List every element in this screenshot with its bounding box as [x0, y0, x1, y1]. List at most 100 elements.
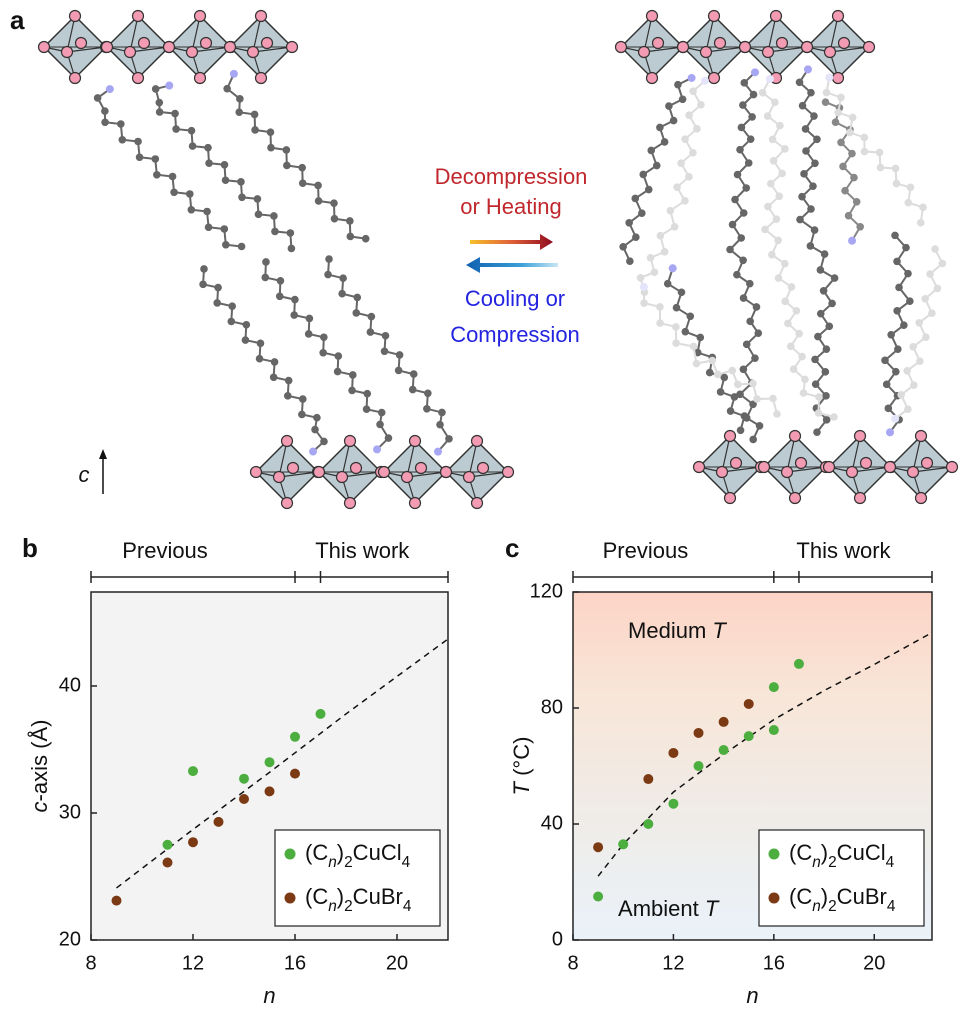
- text-part: 4: [887, 898, 896, 915]
- text-part: u: [853, 840, 865, 865]
- data-point: [693, 761, 704, 771]
- atom: [883, 460, 897, 474]
- nitrogen: [105, 85, 114, 94]
- carbon: [746, 279, 754, 288]
- alkyl-chain: [326, 258, 451, 453]
- atom: [470, 496, 484, 510]
- text-part: (: [305, 884, 313, 909]
- carbon: [904, 198, 913, 207]
- carbon: [728, 220, 737, 229]
- carbon: [726, 245, 734, 254]
- carbon: [811, 355, 819, 364]
- carbon: [663, 279, 672, 288]
- atom: [707, 9, 721, 23]
- data-point: [668, 747, 679, 758]
- carbon: [781, 145, 789, 153]
- carbon: [737, 123, 746, 132]
- text-part: C: [796, 840, 812, 865]
- carbon: [346, 232, 355, 241]
- carbon: [298, 179, 307, 188]
- carbon: [726, 407, 735, 415]
- carbon: [852, 198, 861, 206]
- carbon: [910, 381, 918, 390]
- carbon: [740, 412, 749, 420]
- atom: [823, 45, 837, 59]
- axis-label: c: [79, 462, 90, 487]
- atom: [131, 9, 145, 23]
- carbon: [656, 123, 664, 132]
- text-part: i: [671, 618, 676, 643]
- carbon: [172, 125, 180, 133]
- nitrogen: [825, 73, 834, 82]
- text-part: i: [27, 766, 52, 771]
- text-part: d: [659, 618, 671, 643]
- backward-label: Cooling or: [465, 286, 565, 311]
- carbon: [860, 147, 869, 156]
- bond: [278, 471, 319, 478]
- atom: [280, 496, 294, 510]
- legend-swatch: [284, 848, 296, 860]
- carbon: [831, 118, 840, 127]
- carbon: [155, 108, 164, 116]
- atom: [707, 71, 721, 85]
- carbon: [214, 283, 222, 292]
- carbon: [766, 179, 775, 188]
- y-tick-label: 40: [59, 674, 81, 696]
- carbon: [736, 426, 745, 435]
- data-point: [618, 839, 629, 850]
- data-point: [768, 725, 779, 736]
- data-point: [718, 745, 729, 756]
- text-part: C: [865, 840, 881, 865]
- data-point: [768, 682, 779, 693]
- text-part: c: [27, 801, 52, 812]
- carbon: [837, 138, 845, 147]
- carbon: [892, 367, 900, 376]
- carbon: [298, 410, 306, 419]
- carbon: [764, 202, 772, 211]
- backward-arrow: [466, 257, 558, 273]
- carbon: [227, 317, 236, 326]
- bond: [129, 15, 139, 53]
- carbon: [837, 93, 845, 102]
- carbon: [742, 340, 751, 349]
- text-part: (: [305, 840, 313, 865]
- carbon: [787, 283, 796, 291]
- atom: [729, 456, 743, 470]
- nitrogen: [165, 81, 174, 90]
- atom: [60, 45, 74, 59]
- atom: [914, 429, 928, 443]
- bond: [406, 471, 447, 478]
- atom: [286, 461, 300, 475]
- text-part: ): [27, 720, 52, 727]
- carbon: [778, 169, 786, 178]
- bond: [786, 466, 827, 473]
- carbon: [798, 192, 806, 201]
- carbon: [761, 225, 769, 234]
- carbon: [276, 276, 285, 285]
- carbon: [677, 159, 685, 167]
- bond: [341, 440, 351, 478]
- atom: [193, 71, 207, 85]
- atom: [837, 36, 851, 50]
- carbon: [705, 368, 714, 377]
- text-part: C: [312, 840, 328, 865]
- atom: [862, 40, 876, 54]
- nitrogen: [668, 264, 677, 273]
- carbon: [267, 143, 275, 152]
- bond: [66, 46, 107, 53]
- carbon: [772, 215, 781, 223]
- bond: [705, 46, 746, 53]
- data-point: [315, 708, 326, 719]
- atom: [614, 40, 628, 54]
- text-part: r: [880, 884, 887, 909]
- y-axis-label: T (°C): [509, 737, 534, 796]
- atom: [738, 40, 752, 54]
- carbon: [814, 409, 823, 417]
- text-part: (: [27, 741, 52, 749]
- carbon: [784, 319, 792, 328]
- text-part: n: [328, 854, 337, 871]
- text-part: ): [337, 884, 344, 909]
- bond: [912, 435, 922, 473]
- bond: [468, 440, 478, 478]
